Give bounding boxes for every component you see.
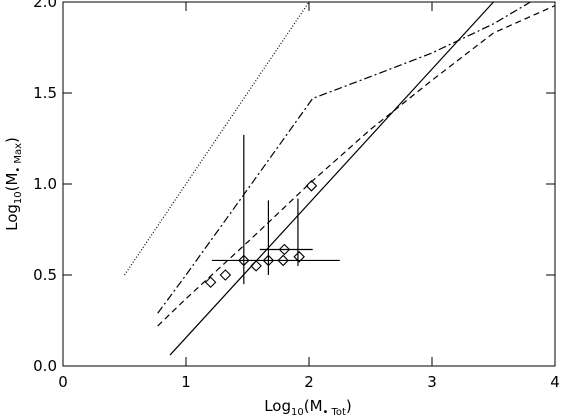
point bbox=[262, 254, 275, 267]
line bbox=[169, 2, 494, 356]
point bbox=[238, 254, 250, 267]
label-part: Tot bbox=[330, 407, 346, 417]
x-tick-label: 1 bbox=[181, 373, 191, 391]
label-part: (M bbox=[3, 173, 21, 192]
label-part: ) bbox=[346, 397, 352, 415]
label-part: • bbox=[13, 167, 24, 173]
y-tick-label: 0.5 bbox=[33, 266, 57, 284]
label-part: 10 bbox=[13, 191, 24, 204]
y-axis-label: Log10(M• Max) bbox=[3, 137, 24, 231]
label-part: • bbox=[323, 407, 329, 417]
y-tick-label: 2.0 bbox=[33, 0, 57, 11]
point bbox=[204, 276, 217, 289]
x-tick-label: 3 bbox=[427, 373, 437, 391]
label-part: Log bbox=[264, 397, 291, 415]
y-tick-label: 1.0 bbox=[33, 175, 57, 193]
label-part: 10 bbox=[291, 407, 304, 417]
line bbox=[157, 5, 555, 327]
line bbox=[124, 2, 310, 276]
point bbox=[278, 243, 291, 256]
point bbox=[250, 260, 262, 272]
plot-area bbox=[124, 2, 555, 356]
label-part: Max bbox=[13, 143, 24, 164]
x-axis-label: Log10(M• Tot) bbox=[264, 397, 352, 417]
point bbox=[305, 180, 318, 192]
x-tick-label: 2 bbox=[304, 373, 314, 391]
point bbox=[219, 269, 232, 281]
x-tick-label: 4 bbox=[550, 373, 560, 391]
x-tick-label: 0 bbox=[58, 373, 68, 391]
y-tick-label: 1.5 bbox=[33, 84, 57, 102]
point bbox=[293, 251, 305, 263]
label-part: ) bbox=[3, 137, 21, 143]
line bbox=[157, 2, 531, 314]
y-tick-label: 0.0 bbox=[33, 357, 57, 375]
label-part: (M bbox=[304, 397, 323, 415]
point bbox=[277, 254, 289, 267]
label-part: Log bbox=[3, 204, 21, 231]
